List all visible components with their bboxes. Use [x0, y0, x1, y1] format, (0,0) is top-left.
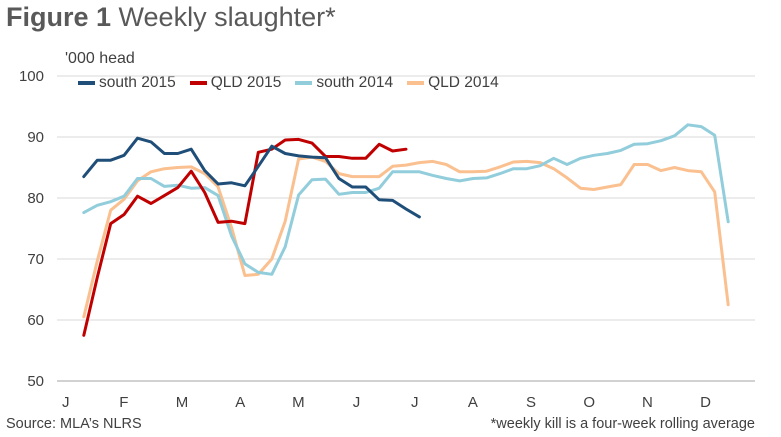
x-tick-label: S — [526, 394, 536, 411]
x-tick-label: O — [583, 394, 595, 411]
legend-label: QLD 2014 — [428, 74, 499, 91]
legend: south 2015 QLD 2015 south 2014 QLD 2014 — [78, 74, 513, 92]
legend-label: QLD 2015 — [210, 74, 282, 91]
y-tick-label: 80 — [27, 190, 44, 207]
legend-item: south 2015 — [78, 74, 176, 92]
x-tick-label: M — [176, 394, 189, 411]
x-tick-label: A — [468, 394, 478, 411]
x-tick-label: M — [292, 394, 305, 411]
x-tick-label: J — [62, 394, 70, 411]
legend-swatch — [407, 81, 425, 85]
source-note: Source: MLA’s NLRS — [6, 416, 142, 432]
legend-swatch — [78, 81, 95, 85]
legend-label: south 2014 — [316, 74, 394, 91]
legend-item: south 2014 — [295, 74, 393, 92]
legend-swatch — [189, 81, 207, 85]
y-tick-label: 50 — [27, 373, 44, 390]
y-tick-label: 60 — [27, 312, 44, 329]
x-tick-label: J — [353, 394, 361, 411]
title-text: Weekly slaughter* — [118, 2, 336, 32]
series-line — [82, 155, 730, 319]
x-tick-label: J — [411, 394, 419, 411]
y-tick-label: 90 — [27, 129, 44, 146]
legend-item: QLD 2014 — [407, 74, 499, 92]
y-tick-label: 70 — [27, 251, 44, 268]
x-tick-label: A — [235, 394, 245, 411]
legend-label: south 2015 — [99, 74, 176, 91]
legend-item: QLD 2015 — [189, 74, 282, 92]
y-tick-label: 100 — [19, 68, 44, 85]
series-line — [82, 137, 408, 337]
legend-swatch — [295, 81, 313, 85]
x-tick-label: F — [119, 394, 128, 411]
footnote: *weekly kill is a four-week rolling aver… — [490, 416, 755, 432]
x-tick-label: N — [642, 394, 653, 411]
series-line — [82, 123, 730, 276]
chart-title: Figure 1 Weekly slaughter* — [6, 2, 336, 33]
y-axis-unit-label: '000 head — [65, 50, 135, 67]
series-line — [82, 136, 421, 219]
x-tick-label: D — [700, 394, 711, 411]
title-figure-number: Figure 1 — [6, 2, 112, 32]
